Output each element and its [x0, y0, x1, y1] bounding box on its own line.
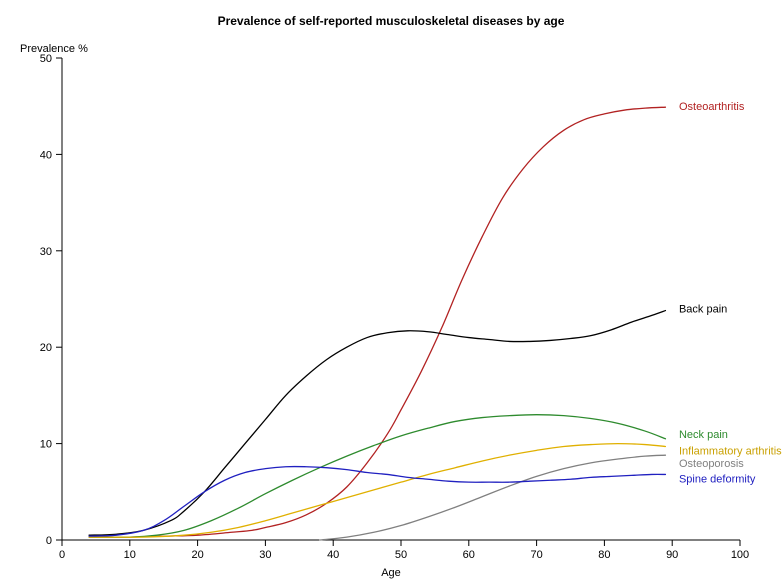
x-tick-label: 20	[191, 549, 203, 561]
chart-container: Prevalence of self-reported musculoskele…	[0, 0, 782, 587]
series-label-osteoporosis: Osteoporosis	[679, 458, 744, 470]
y-tick-label: 40	[40, 149, 52, 161]
y-tick-label: 30	[40, 246, 52, 258]
series-neck-pain	[89, 415, 665, 538]
x-tick-label: 10	[124, 549, 136, 561]
x-tick-label: 60	[463, 549, 475, 561]
x-tick-label: 90	[666, 549, 678, 561]
series-osteoarthritis	[89, 107, 665, 537]
x-tick-label: 0	[59, 549, 65, 561]
series-osteoporosis	[320, 455, 666, 540]
x-tick-label: 80	[598, 549, 610, 561]
series-label-spine-deformity: Spine deformity	[679, 473, 756, 485]
series-label-back-pain: Back pain	[679, 304, 727, 316]
y-tick-label: 20	[40, 342, 52, 354]
x-tick-label: 30	[259, 549, 271, 561]
series-label-neck-pain: Neck pain	[679, 429, 728, 441]
y-tick-label: 50	[40, 53, 52, 65]
y-tick-label: 10	[40, 439, 52, 451]
series-label-osteoarthritis: Osteoarthritis	[679, 101, 745, 113]
series-back-pain	[89, 311, 665, 536]
series-spine-deformity	[89, 467, 665, 537]
x-tick-label: 50	[395, 549, 407, 561]
x-tick-label: 70	[530, 549, 542, 561]
chart-svg: 0 10 20 30 40 50 60 70 80 90 100 0 10 20 30 40 50 Osteoar…	[0, 0, 782, 587]
series-label-inflammatory-arthritis: Inflammatory arthritis	[679, 445, 782, 457]
y-tick-label: 0	[46, 535, 52, 547]
x-tick-label: 100	[731, 549, 749, 561]
series-inflammatory-arthritis	[89, 444, 665, 538]
x-tick-label: 40	[327, 549, 339, 561]
